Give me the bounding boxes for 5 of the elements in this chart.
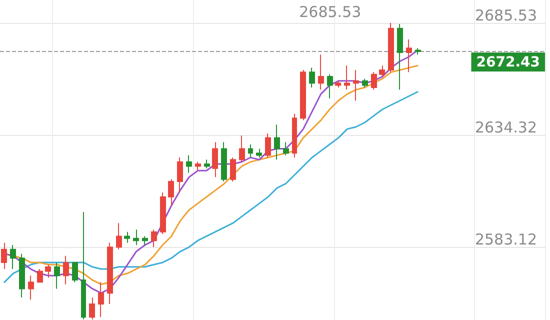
y-tick-label: 2634.32 [474, 118, 537, 136]
y-tick-label: 2685.53 [474, 6, 537, 24]
y-tick-label: 2583.12 [474, 230, 537, 248]
annotation: 2685.53 [299, 2, 362, 21]
ref-line-label: 2672.43 [476, 54, 540, 71]
